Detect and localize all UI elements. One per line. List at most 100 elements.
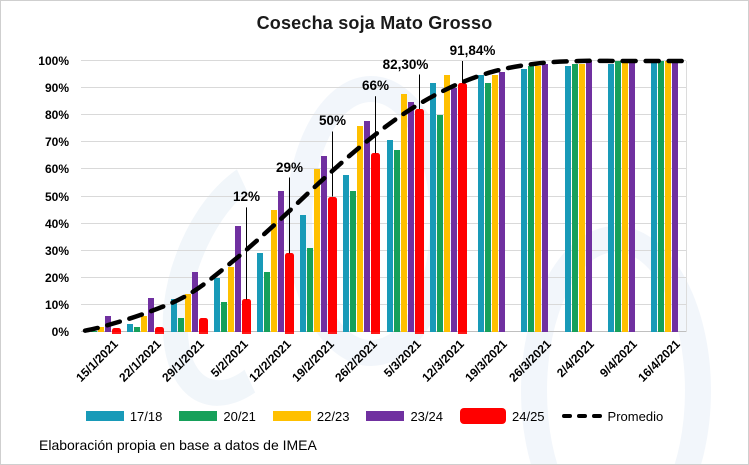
- y-tick-label: 20%: [44, 270, 69, 285]
- bar-22/23-15/1/2021: [98, 326, 105, 332]
- legend-label-promedio: Promedio: [607, 408, 664, 424]
- bar-22/23-9/4/2021: [621, 61, 628, 332]
- bar-24/25-22/1/2021: [155, 326, 165, 332]
- bar-group-26/3/2021: [513, 61, 556, 332]
- gridline-40%: [81, 222, 686, 224]
- bar-17/18-26/2/2021: [343, 174, 350, 332]
- bar-17/18-12/3/2021: [429, 82, 436, 332]
- bar-22/23-5/2/2021: [227, 266, 234, 332]
- gridline-50%: [81, 195, 686, 197]
- y-tick-label: 70%: [44, 135, 69, 150]
- legend-swatch-17/18: [85, 411, 124, 421]
- bar-17/18-26/3/2021: [521, 69, 528, 332]
- bar-20/21-19/3/2021: [485, 82, 492, 332]
- bar-23/24-16/4/2021: [671, 61, 678, 332]
- gridline-70%: [81, 141, 686, 143]
- bar-20/21-5/2/2021: [220, 302, 227, 332]
- legend-label-20/21: 20/21: [223, 408, 256, 424]
- bar-22/23-29/1/2021: [184, 294, 191, 332]
- gridline-10%: [81, 303, 686, 305]
- data-label-82,30%: 82,30%: [382, 56, 429, 72]
- bar-group-12/3/2021: [427, 61, 470, 332]
- bar-23/24-5/3/2021: [407, 101, 414, 332]
- data-label-50%: 50%: [318, 113, 347, 129]
- y-tick-label: 90%: [44, 81, 69, 96]
- bar-23/24-12/3/2021: [450, 88, 457, 332]
- legend-item-17/18: 17/18: [85, 409, 162, 424]
- bar-22/23-22/1/2021: [141, 315, 148, 332]
- bar-23/24-26/3/2021: [542, 63, 549, 332]
- bar-24/25-29/1/2021: [198, 318, 208, 332]
- bar-20/21-16/4/2021: [657, 61, 664, 332]
- legend-label-23/24: 23/24: [410, 408, 443, 424]
- bar-22/23-2/4/2021: [578, 63, 585, 332]
- bar-groups: [81, 61, 686, 332]
- data-label-29%: 29%: [275, 159, 304, 175]
- bar-group-22/1/2021: [124, 61, 167, 332]
- bar-23/24-22/1/2021: [148, 298, 155, 332]
- legend-dashed-line-swatch: [561, 413, 602, 419]
- data-label-66%: 66%: [361, 78, 390, 94]
- y-tick-label: 50%: [44, 189, 69, 204]
- legend-label-22/23: 22/23: [316, 408, 350, 424]
- bar-20/21-15/1/2021: [91, 330, 98, 332]
- bar-group-5/2/2021: [211, 61, 254, 332]
- legend-label-24/25: 24/25: [512, 408, 545, 424]
- bar-24/25-19/2/2021: [328, 196, 338, 332]
- bar-24/25-5/3/2021: [414, 108, 424, 332]
- y-tick-label: 100%: [38, 54, 69, 68]
- bar-20/21-29/1/2021: [177, 318, 184, 332]
- data-label-91,84%: 91,84%: [449, 43, 496, 58]
- bar-22/23-16/4/2021: [664, 61, 671, 332]
- bar-17/18-2/4/2021: [564, 66, 571, 332]
- x-tick-label-22/1/2021: 22/1/2021: [116, 337, 164, 385]
- y-tick-label: 40%: [44, 216, 69, 231]
- bar-24/25-15/1/2021: [112, 327, 122, 332]
- bar-23/24-29/1/2021: [191, 272, 198, 332]
- bar-group-19/3/2021: [470, 61, 513, 332]
- bar-22/23-26/3/2021: [535, 66, 542, 332]
- legend-item-23/24: 23/24: [366, 409, 443, 424]
- legend-swatch-20/21: [179, 411, 218, 421]
- x-tick-label-15/1/2021: 15/1/2021: [72, 337, 121, 385]
- legend-item-20/21: 20/21: [179, 409, 256, 424]
- bar-17/18-19/2/2021: [300, 215, 307, 332]
- bar-20/21-22/1/2021: [134, 326, 141, 332]
- bar-group-26/2/2021: [340, 61, 383, 332]
- trend-line-overlay: [82, 58, 687, 333]
- bar-group-5/3/2021: [384, 61, 427, 332]
- bar-24/25-12/3/2021: [457, 83, 467, 332]
- source-note: Elaboración propia en base a datos de IM…: [39, 437, 317, 453]
- bar-23/24-5/2/2021: [234, 226, 241, 332]
- bar-17/18-9/4/2021: [607, 63, 614, 332]
- gridline-80%: [81, 114, 686, 116]
- gridline-60%: [81, 168, 686, 170]
- legend-item-promedio: Promedio: [561, 408, 664, 424]
- gridline-30%: [81, 249, 686, 251]
- gridline-90%: [81, 87, 686, 89]
- gridline-0%: [81, 331, 686, 332]
- bar-group-2/4/2021: [556, 61, 599, 332]
- legend-dash: [576, 413, 587, 419]
- bar-23/24-9/4/2021: [628, 61, 635, 332]
- legend-swatch-22/23: [272, 411, 311, 421]
- legend: 17/18 20/21 22/23 23/24 24/25 Promedio: [1, 408, 748, 424]
- legend-item-24/25: 24/25: [460, 408, 545, 424]
- bar-17/18-29/1/2021: [170, 299, 177, 332]
- bar-group-29/1/2021: [167, 61, 210, 332]
- legend-swatch-24/25: [460, 408, 506, 424]
- bar-23/24-26/2/2021: [364, 120, 371, 332]
- chart-title: Cosecha soja Mato Grosso: [256, 13, 493, 33]
- y-tick-label: 60%: [44, 162, 69, 177]
- bar-24/25-26/2/2021: [371, 153, 381, 332]
- bar-20/21-12/3/2021: [436, 115, 443, 332]
- bar-24/25-5/2/2021: [241, 299, 251, 332]
- bar-17/18-22/1/2021: [127, 323, 134, 332]
- gridline-20%: [81, 276, 686, 278]
- bar-20/21-26/2/2021: [350, 191, 357, 332]
- legend-swatch-23/24: [366, 411, 405, 421]
- legend-dash: [561, 413, 572, 419]
- bar-22/23-19/3/2021: [492, 74, 499, 332]
- bar-23/24-12/2/2021: [277, 191, 284, 332]
